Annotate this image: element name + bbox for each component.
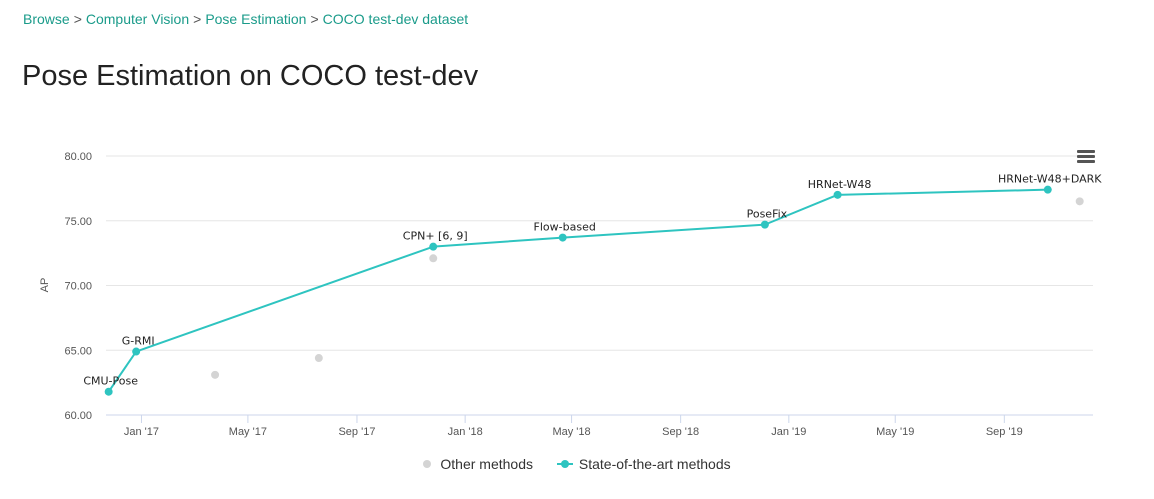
breadcrumb-coco-test-dev[interactable]: COCO test-dev dataset: [322, 11, 469, 27]
legend-label: State-of-the-art methods: [578, 456, 731, 472]
breadcrumb: Browse > Computer Vision > Pose Estimation > C…: [23, 11, 468, 27]
breadcrumb-browse[interactable]: Browse: [23, 11, 70, 27]
breadcrumb-separator: >: [73, 11, 82, 27]
sota-method-point: [760, 220, 769, 229]
other-method-point: [314, 354, 323, 363]
sota-method-point: [104, 387, 113, 396]
x-tick-label: Jan '17: [124, 426, 159, 438]
y-axis-label: AP: [39, 278, 51, 293]
sota-method-point: [833, 190, 842, 199]
point-label: PoseFix: [747, 208, 788, 221]
point-label: HRNet-W48: [808, 178, 872, 191]
other-method-point: [211, 370, 220, 379]
sota-method-point: [1043, 185, 1052, 194]
x-tick-label: May '18: [552, 426, 590, 438]
breadcrumb-separator: >: [310, 11, 319, 27]
x-tick-label: Sep '18: [662, 426, 699, 438]
hamburger-menu-icon[interactable]: [1077, 150, 1095, 166]
grey-dot-icon: [423, 460, 432, 468]
breadcrumb-pose-estimation[interactable]: Pose Estimation: [205, 11, 307, 27]
breadcrumb-computer-vision[interactable]: Computer Vision: [85, 11, 190, 27]
y-tick-label: 60.00: [64, 410, 92, 422]
other-method-point: [429, 254, 438, 263]
x-tick-label: Jan '18: [448, 426, 483, 438]
point-label: CMU-Pose: [83, 375, 138, 388]
sota-chart: 60.00 65.00 70.00 75.00 80.00 Jan '17 May '17 S…: [39, 151, 1102, 438]
series: CMU-Pose G-RMI CPN+ [6, 9] Flow-based PoseFi…: [83, 173, 1102, 396]
sota-method-point: [132, 347, 141, 356]
teal-line-dot-icon: [556, 460, 573, 468]
y-tick-label: 80.00: [64, 151, 92, 163]
y-tick-label: 70.00: [64, 281, 92, 293]
point-label: G-RMI: [122, 335, 155, 348]
breadcrumb-separator: >: [193, 11, 202, 27]
x-tick-label: May '17: [229, 426, 267, 438]
other-method-point: [1075, 197, 1084, 206]
x-tick-label: May '19: [876, 426, 914, 438]
point-label: Flow-based: [534, 221, 596, 234]
sota-method-point: [429, 242, 438, 251]
legend-label: Other methods: [440, 456, 533, 472]
page-title: Pose Estimation on COCO test-dev: [22, 60, 479, 92]
x-tick-label: Jan '19: [771, 426, 806, 438]
y-tick-label: 75.00: [64, 216, 92, 228]
chart-legend: Other methods State-of-the-art methods: [0, 455, 1154, 472]
legend-other-methods[interactable]: Other methods: [423, 456, 533, 472]
x-tick-label: Sep '19: [986, 426, 1023, 438]
point-label: HRNet-W48+DARK: [998, 173, 1102, 186]
legend-sota-methods[interactable]: State-of-the-art methods: [556, 456, 731, 472]
point-label: CPN+ [6, 9]: [403, 230, 468, 243]
grid-lines: [106, 155, 1093, 351]
axes: 60.00 65.00 70.00 75.00 80.00 Jan '17 May '17 S…: [64, 151, 1093, 438]
x-tick-label: Sep '17: [338, 426, 375, 438]
sota-method-point: [558, 233, 567, 242]
y-tick-label: 65.00: [64, 345, 92, 357]
